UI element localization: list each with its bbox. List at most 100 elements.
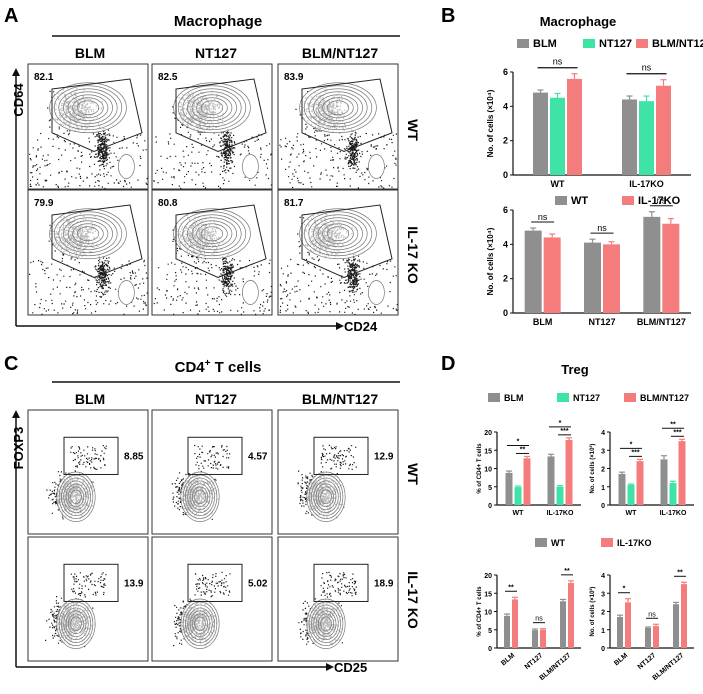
y-tick-label: 3	[601, 448, 605, 455]
y-tick-label: 0	[488, 503, 492, 510]
flow-plot-contour	[311, 604, 341, 643]
y-axis-label: No. of cells (×10³)	[589, 587, 596, 637]
legend-label: IL-17KO	[617, 538, 652, 548]
flow-plot-contour	[185, 604, 215, 643]
flow-plot-contour	[177, 85, 247, 131]
y-tick-label: 1	[601, 485, 605, 492]
legend-label: BLM/NT127	[652, 38, 703, 50]
flow-plot: 8.85	[27, 409, 149, 535]
gate-percentage: 81.7	[284, 198, 304, 209]
flow-plot-contour	[72, 223, 104, 245]
bar-blm	[618, 473, 626, 505]
significance-label: **	[670, 421, 676, 428]
flow-plot-contour	[200, 226, 224, 242]
gate-percentage: 8.85	[124, 452, 144, 463]
panel-a-row-wt: WT	[405, 119, 421, 141]
flow-plot-contour	[303, 85, 373, 131]
significance-label: ns	[538, 212, 548, 222]
flow-plot-contour	[63, 607, 89, 641]
flow-plot-contour	[303, 211, 373, 257]
bar-blm	[660, 459, 668, 505]
flow-plot-contour	[313, 91, 363, 125]
bar-blm-nt127	[656, 85, 671, 175]
flow-plot-contour	[56, 598, 96, 649]
chart-b_bot: 0 2 4 6 No. of cells (×10⁴) BLM NT127 BLM/NT127…	[486, 195, 691, 327]
flow-plot-contour	[70, 616, 82, 632]
legend-swatch	[583, 39, 595, 48]
flow-plot-contour	[326, 226, 350, 242]
flow-plot: 4.57	[151, 409, 273, 535]
significance-label: ns	[642, 63, 652, 73]
bar-blm	[622, 99, 637, 175]
significance-label: ns	[535, 616, 543, 623]
flow-plot: 83.9	[277, 63, 399, 190]
flow-plot-contour	[320, 616, 332, 632]
flow-plot-gate	[313, 436, 369, 475]
legend-swatch	[636, 39, 648, 48]
flow-plot-contour	[196, 223, 228, 245]
legend-swatch	[601, 538, 613, 547]
significance-label: ns	[648, 611, 656, 618]
gate-percentage: 82.5	[158, 72, 178, 83]
y-axis-label: No. of cells (×10⁴)	[486, 89, 495, 157]
bar-nt127	[639, 101, 654, 175]
flow-plot-contour	[242, 280, 259, 305]
bar-blm-nt127	[678, 441, 686, 505]
flow-plot-contour	[63, 217, 113, 251]
x-tick-label: WT	[513, 510, 525, 517]
bar-nt127	[550, 97, 565, 175]
panel-c-title-main: CD4	[175, 359, 206, 376]
flow-plot-contour	[187, 607, 213, 641]
flow-plot: 5.02	[151, 536, 273, 662]
flow-plot-contour	[315, 483, 337, 511]
significance-label: *	[623, 586, 626, 593]
flow-plot: 12.9	[277, 409, 399, 535]
flow-plot-events	[29, 87, 148, 190]
y-tick-label: 4	[601, 573, 605, 580]
gate-percentage: 13.9	[124, 579, 144, 590]
flow-plot-contour	[67, 486, 85, 508]
y-tick-label: 2	[503, 136, 508, 146]
panel-c-title: CD4+ T cells	[175, 358, 262, 376]
y-tick-label: 1	[601, 628, 605, 635]
bar-il-17ko	[603, 244, 620, 313]
flow-plot-contour	[187, 91, 237, 125]
flow-plot-contour	[180, 471, 220, 522]
flow-plot-contour	[191, 220, 233, 248]
panel-b-title: Macrophage	[540, 14, 617, 29]
flow-plot-contour	[368, 280, 385, 305]
bar-wt	[673, 604, 679, 648]
bar-blm-nt127	[565, 440, 573, 505]
y-tick-label: 4	[503, 101, 508, 111]
y-tick-label: 0	[601, 503, 605, 510]
flow-plot-contour	[177, 211, 247, 257]
bar-il-17ko	[512, 599, 518, 648]
bar-il-17ko	[543, 237, 561, 313]
flow-plot-contour	[317, 486, 335, 508]
significance-label: *	[559, 420, 562, 427]
flow-plot-gate	[301, 204, 393, 279]
flow-plot-contour	[173, 208, 251, 260]
flow-plot-contour	[299, 208, 377, 260]
panel-c-col-blmnt127: BLM/NT127	[302, 391, 378, 407]
flow-plot-contour	[53, 211, 123, 257]
significance-label: ns	[597, 223, 607, 233]
flow-plot-contour	[306, 598, 346, 649]
legend-label: WT	[571, 195, 588, 207]
flow-plot-contour	[196, 97, 228, 119]
legend-swatch	[555, 196, 567, 205]
flow-plot-contour	[182, 88, 242, 128]
y-tick-label: 4	[503, 239, 508, 249]
flow-plot-contour	[173, 82, 251, 134]
flow-plot: 18.9	[277, 536, 399, 662]
flow-plot-contour	[58, 88, 118, 128]
flow-plot-contour	[317, 220, 359, 248]
flow-plot-contour	[58, 214, 118, 254]
panel-a-title: Macrophage	[174, 13, 262, 30]
x-tick-label: BLM/NT127	[652, 652, 686, 682]
x-tick-label: IL-17KO	[660, 510, 687, 517]
gate-percentage: 80.8	[158, 198, 178, 209]
flow-plot-contour	[56, 471, 96, 522]
bar-wt	[643, 216, 661, 313]
bar-wt	[617, 616, 623, 648]
